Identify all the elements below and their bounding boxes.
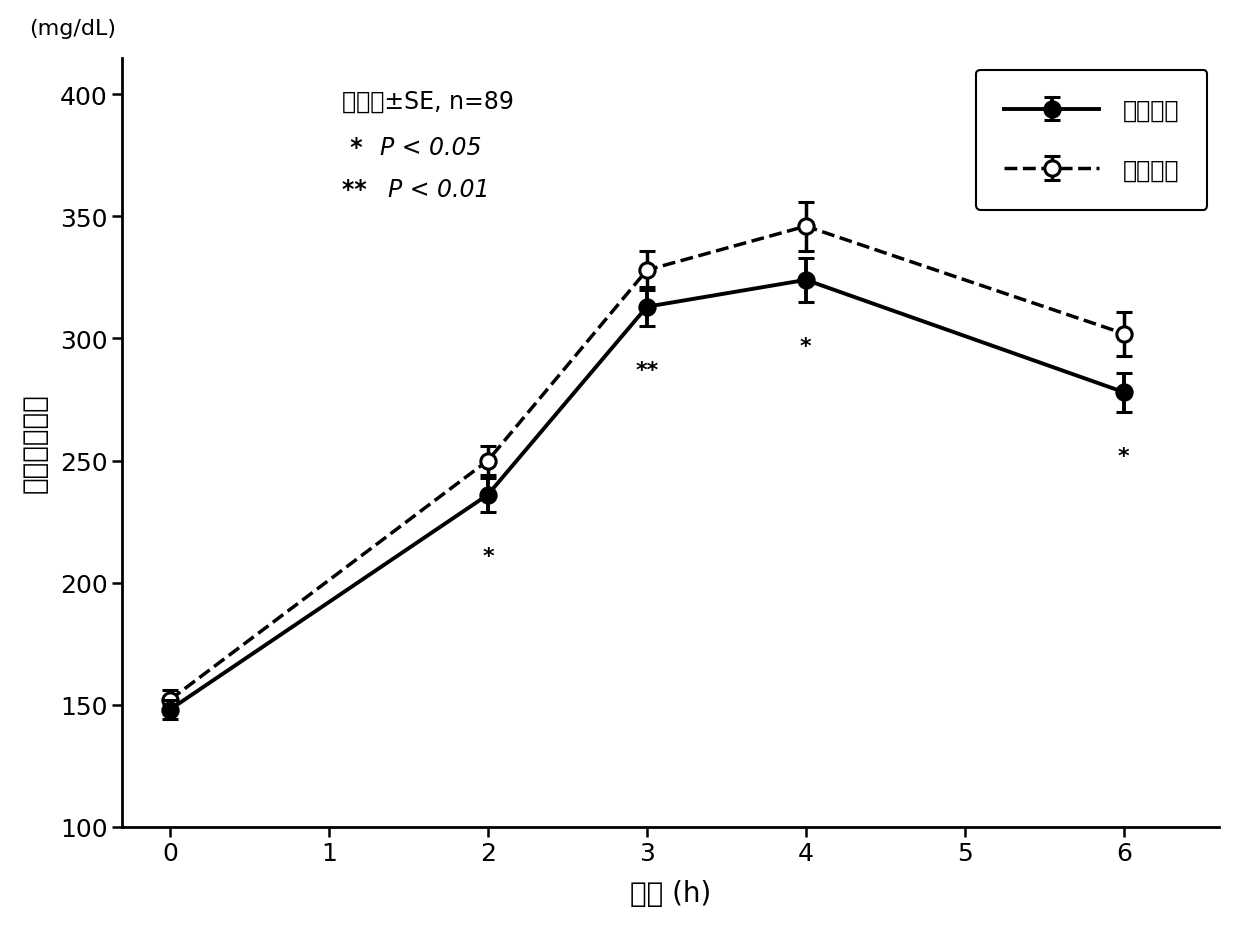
Text: *: * [482, 547, 494, 566]
Text: *: * [342, 135, 371, 160]
X-axis label: 时间 (h): 时间 (h) [630, 879, 712, 908]
Text: *: * [800, 337, 812, 356]
Text: **: ** [635, 361, 658, 381]
Text: *: * [1118, 446, 1130, 467]
Text: P < 0.01: P < 0.01 [388, 178, 490, 201]
Text: 平均值±SE, n=89: 平均值±SE, n=89 [342, 89, 513, 113]
Text: P < 0.05: P < 0.05 [379, 135, 481, 160]
Text: **: ** [342, 178, 374, 201]
Text: (mg/dL): (mg/dL) [29, 19, 117, 40]
Legend: 被检饮料, 对照饮料: 被检饮料, 对照饮料 [976, 71, 1208, 211]
Y-axis label: 血中中性脂肪: 血中中性脂肪 [21, 393, 48, 493]
